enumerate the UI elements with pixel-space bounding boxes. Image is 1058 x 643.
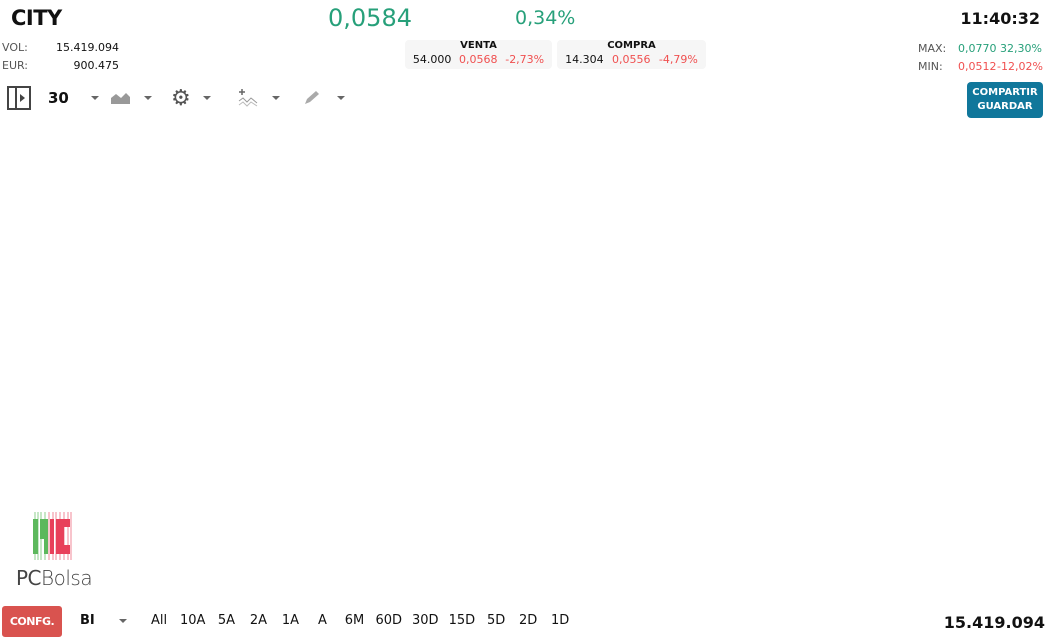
logo-bolsa: Bolsa	[41, 566, 93, 590]
venta-title: VENTA	[460, 40, 497, 51]
venta-qty: 54.000	[412, 53, 452, 66]
period-value: 30	[48, 89, 69, 107]
chevron-down-icon	[90, 96, 99, 100]
range-all[interactable]: All	[150, 613, 168, 628]
add-indicator-icon	[238, 89, 258, 107]
period-select[interactable]: 30	[48, 86, 99, 110]
range-1d[interactable]: 1D	[550, 613, 570, 628]
range-60d[interactable]: 60D	[375, 613, 402, 628]
max-value: 0,0770	[958, 42, 997, 55]
share-label: COMPARTIR	[972, 87, 1038, 98]
symbol-title: CITY	[11, 6, 62, 30]
range-5a[interactable]: 5A	[217, 613, 236, 628]
max-label: MAX:	[918, 42, 947, 55]
drawing-tools-select[interactable]	[303, 86, 345, 110]
max-pct: 32,30%	[1000, 42, 1042, 55]
share-save-button[interactable]: COMPARTIR GUARDAR	[967, 82, 1043, 118]
eur-value: 900.475	[73, 59, 120, 72]
range-2a[interactable]: 2A	[249, 613, 268, 628]
range-1a[interactable]: 1A	[281, 613, 300, 628]
chevron-down-icon	[202, 96, 211, 100]
compra-price: 0,0556	[612, 53, 651, 66]
range-2d[interactable]: 2D	[518, 613, 538, 628]
compra-pct: -4,79%	[658, 53, 698, 66]
chevron-down-icon	[337, 96, 345, 100]
eur-label: EUR:	[2, 59, 29, 72]
toggle-panel-button[interactable]	[7, 86, 31, 110]
clock: 11:40:32	[960, 9, 1040, 28]
min-label: MIN:	[918, 60, 943, 73]
change-percent: 0,34%	[515, 7, 576, 29]
range-10a[interactable]: 10A	[180, 613, 206, 628]
area-chart-icon	[111, 93, 130, 104]
venta-box: VENTA 54.000 0,0568 -2,73%	[405, 40, 552, 69]
chart-type-select[interactable]	[111, 86, 152, 110]
chevron-down-icon	[272, 96, 280, 100]
settings-select[interactable]: ⚙	[171, 85, 211, 111]
vol-value: 15.419.094	[56, 41, 119, 54]
venta-pct: -2,73%	[505, 53, 545, 66]
min-value: 0,0512	[958, 60, 997, 73]
save-label: GUARDAR	[977, 101, 1033, 112]
chevron-down-icon	[144, 96, 152, 100]
chevron-down-icon	[118, 618, 127, 623]
range-selector: All 10A 5A 2A 1A A 6M 60D 30D 15D 5D 2D …	[143, 613, 576, 628]
range-15d[interactable]: 15D	[448, 613, 476, 628]
min-pct: -12,02%	[997, 60, 1043, 73]
venta-price: 0,0568	[459, 53, 498, 66]
range-6m[interactable]: 6M	[344, 613, 365, 628]
mode-select[interactable]: BI	[80, 613, 127, 628]
last-price: 0,0584	[328, 4, 412, 32]
range-30d[interactable]: 30D	[412, 613, 439, 628]
logo-candles-icon	[33, 512, 72, 560]
indicators-select[interactable]	[238, 86, 280, 110]
compra-qty: 14.304	[565, 53, 604, 66]
mode-value: BI	[80, 613, 95, 628]
total-volume: 15.419.094	[943, 613, 1045, 632]
vol-label: VOL:	[2, 41, 28, 54]
compra-title: COMPRA	[607, 40, 656, 51]
panel-toggle-icon	[7, 86, 31, 110]
compra-box: COMPRA 14.304 0,0556 -4,79%	[557, 40, 706, 69]
gear-icon: ⚙	[171, 85, 191, 111]
pcbolsa-logo: PCBolsa	[16, 512, 93, 590]
logo-pc: PC	[16, 566, 42, 590]
range-a[interactable]: A	[317, 613, 327, 628]
range-5d[interactable]: 5D	[486, 613, 506, 628]
pencil-icon	[305, 91, 319, 104]
config-button[interactable]: CONFG.	[2, 606, 62, 637]
